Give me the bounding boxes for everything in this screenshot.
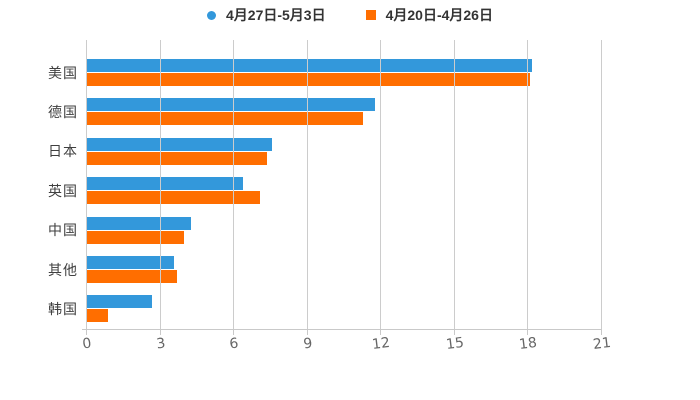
- bar-series-2-row-2: [86, 112, 364, 126]
- gridline-x-15: [453, 40, 455, 329]
- x-tick-label: 3: [155, 335, 166, 353]
- y-axis-label: 美国: [48, 64, 78, 81]
- x-tick-label: 21: [592, 334, 612, 353]
- y-axis-label: 德国: [48, 103, 78, 120]
- y-axis-label: 中国: [48, 222, 78, 239]
- legend-item-series-2[interactable]: 4月20日-4月26日: [365, 7, 493, 23]
- bar-series-1-row-3: [86, 137, 273, 151]
- bar-series-2-row-4: [86, 191, 261, 205]
- x-tick-label: 18: [518, 334, 539, 353]
- x-tick-label: 12: [371, 334, 392, 353]
- legend-label: 4月20日-4月26日: [385, 7, 493, 23]
- x-tick-label: 6: [228, 335, 240, 353]
- gridline-x-12: [380, 40, 382, 329]
- square-legend-marker-icon: [365, 10, 376, 20]
- bar-series-1-row-5: [86, 216, 192, 230]
- chart-legend: 4月27日-5月3日 4月20日-4月26日: [0, 4, 700, 26]
- x-axis-tick: [159, 329, 161, 335]
- bar-series-2-row-1: [86, 73, 530, 86]
- x-axis-tick: [527, 329, 529, 335]
- y-axis-label: 英国: [48, 182, 78, 199]
- x-axis-tick: [86, 329, 87, 335]
- x-tick-label: 15: [444, 334, 465, 353]
- bar-series-2-row-6: [86, 270, 177, 283]
- legend-label: 4月27日-5月3日: [226, 7, 326, 23]
- gridline-x-6: [233, 40, 235, 329]
- bar-series-1-row-4: [86, 177, 243, 191]
- x-tick-label: 9: [302, 335, 314, 353]
- gridline-x-18: [527, 40, 529, 329]
- circle-legend-marker-icon: [207, 10, 216, 20]
- bar-series-2-row-5: [86, 230, 185, 244]
- gridline-x-0: [86, 40, 87, 329]
- bar-series-2-row-7: [86, 309, 109, 323]
- bar-series-1-row-6: [86, 256, 175, 269]
- bar-series-1-row-1: [86, 59, 533, 72]
- bar-series-1-row-2: [86, 98, 376, 112]
- x-axis-tick: [306, 329, 308, 335]
- legend-item-series-1[interactable]: 4月27日-5月3日: [207, 8, 326, 22]
- x-axis-tick: [380, 329, 382, 335]
- gridline-x-21: [601, 40, 602, 329]
- x-tick-label: 0: [81, 335, 93, 353]
- y-axis-label: 其他: [48, 261, 78, 278]
- gridline-x-9: [306, 40, 308, 329]
- bar-series-2-row-3: [86, 151, 268, 165]
- bar-series-1-row-7: [86, 295, 153, 309]
- x-axis-tick: [453, 329, 455, 335]
- y-axis-label: 日本: [48, 143, 78, 160]
- x-axis-tick: [233, 329, 235, 335]
- gridline-x-3: [159, 40, 161, 329]
- x-axis-line: [82, 329, 601, 330]
- y-axis-label: 韩国: [48, 300, 78, 317]
- x-axis-tick: [601, 329, 602, 335]
